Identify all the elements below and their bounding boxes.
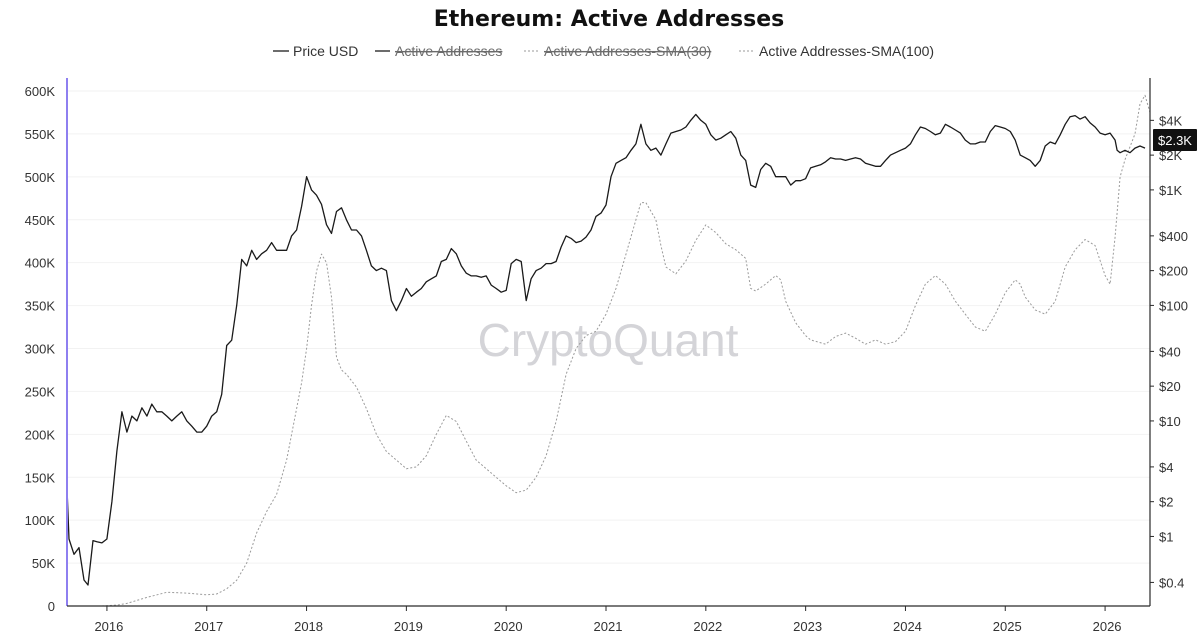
y-axis-left: 0 50K 100K 150K 200K 250K 300K 350K 400K 450K 500K… — [25, 84, 56, 614]
y-axis-right: $4K $2K $1K $400 $200 $100 $40 $20 $10 $4 $2 $1 $0.4 — [1150, 113, 1188, 590]
y-right-tick-label: $2 — [1159, 495, 1173, 510]
y-right-tick-label: $2K — [1159, 148, 1182, 163]
x-tick-label: 2019 — [394, 619, 423, 633]
y-left-tick-label: 50K — [32, 556, 55, 571]
x-tick-label: 2020 — [494, 619, 523, 633]
x-tick-label: 2022 — [693, 619, 722, 633]
x-tick-label: 2025 — [993, 619, 1022, 633]
y-right-tick-label: $4 — [1159, 460, 1173, 475]
y-right-tick-label: $400 — [1159, 229, 1188, 244]
x-tick-label: 2018 — [294, 619, 323, 633]
y-left-tick-label: 100K — [25, 513, 56, 528]
chart-title: Ethereum: Active Addresses — [434, 7, 785, 32]
y-left-tick-label: 350K — [25, 299, 56, 314]
y-left-tick-label: 250K — [25, 384, 56, 399]
y-right-tick-label: $200 — [1159, 264, 1188, 279]
series-layer — [66, 94, 1151, 607]
legend-price-label: Price USD — [293, 43, 358, 59]
legend-item-sma30[interactable]: Active Addresses-SMA(30) — [524, 43, 711, 59]
x-tick-label: 2023 — [793, 619, 822, 633]
legend-item-price[interactable]: Price USD — [273, 43, 358, 59]
y-left-tick-label: 150K — [25, 470, 56, 485]
y-left-tick-label: 300K — [25, 342, 56, 357]
y-left-tick-label: 500K — [25, 170, 56, 185]
price-badge-label: $2.3K — [1158, 133, 1192, 148]
price-badge-box — [1153, 129, 1197, 151]
series-price-usd-line — [66, 113, 1146, 586]
y-left-tick-label: 200K — [25, 427, 56, 442]
x-tick-label: 2016 — [94, 619, 123, 633]
x-tick-label: 2024 — [893, 619, 922, 633]
legend-sma30-label: Active Addresses-SMA(30) — [544, 43, 711, 59]
price-badge: $2.3K — [1153, 129, 1197, 151]
y-right-tick-label: $40 — [1159, 344, 1181, 359]
x-axis: 2016 2017 2018 2019 2020 2021 2022 2023 2024 2025… — [94, 606, 1122, 633]
x-tick-label: 2026 — [1093, 619, 1122, 633]
legend-item-sma100[interactable]: Active Addresses-SMA(100) — [739, 43, 934, 59]
legend-sma100-label: Active Addresses-SMA(100) — [759, 43, 934, 59]
y-left-tick-label: 0 — [48, 599, 55, 614]
legend-item-active-addresses[interactable]: Active Addresses — [375, 43, 502, 59]
y-right-tick-label: $0.4 — [1159, 575, 1184, 590]
y-left-tick-label: 550K — [25, 127, 56, 142]
y-right-tick-label: $10 — [1159, 414, 1181, 429]
y-left-tick-label: 450K — [25, 213, 56, 228]
y-left-tick-label: 400K — [25, 256, 56, 271]
y-right-tick-label: $20 — [1159, 379, 1181, 394]
y-left-tick-label: 600K — [25, 84, 56, 99]
legend: Price USD Active Addresses Active Addres… — [273, 43, 934, 59]
x-tick-label: 2021 — [594, 619, 623, 633]
y-right-tick-label: $1K — [1159, 183, 1182, 198]
legend-active-addresses-label: Active Addresses — [395, 43, 502, 59]
y-right-tick-label: $4K — [1159, 113, 1182, 128]
y-right-tick-label: $100 — [1159, 298, 1188, 313]
y-right-tick-label: $1 — [1159, 529, 1173, 544]
x-tick-label: 2017 — [194, 619, 223, 633]
watermark: CryptoQuant — [478, 314, 739, 366]
